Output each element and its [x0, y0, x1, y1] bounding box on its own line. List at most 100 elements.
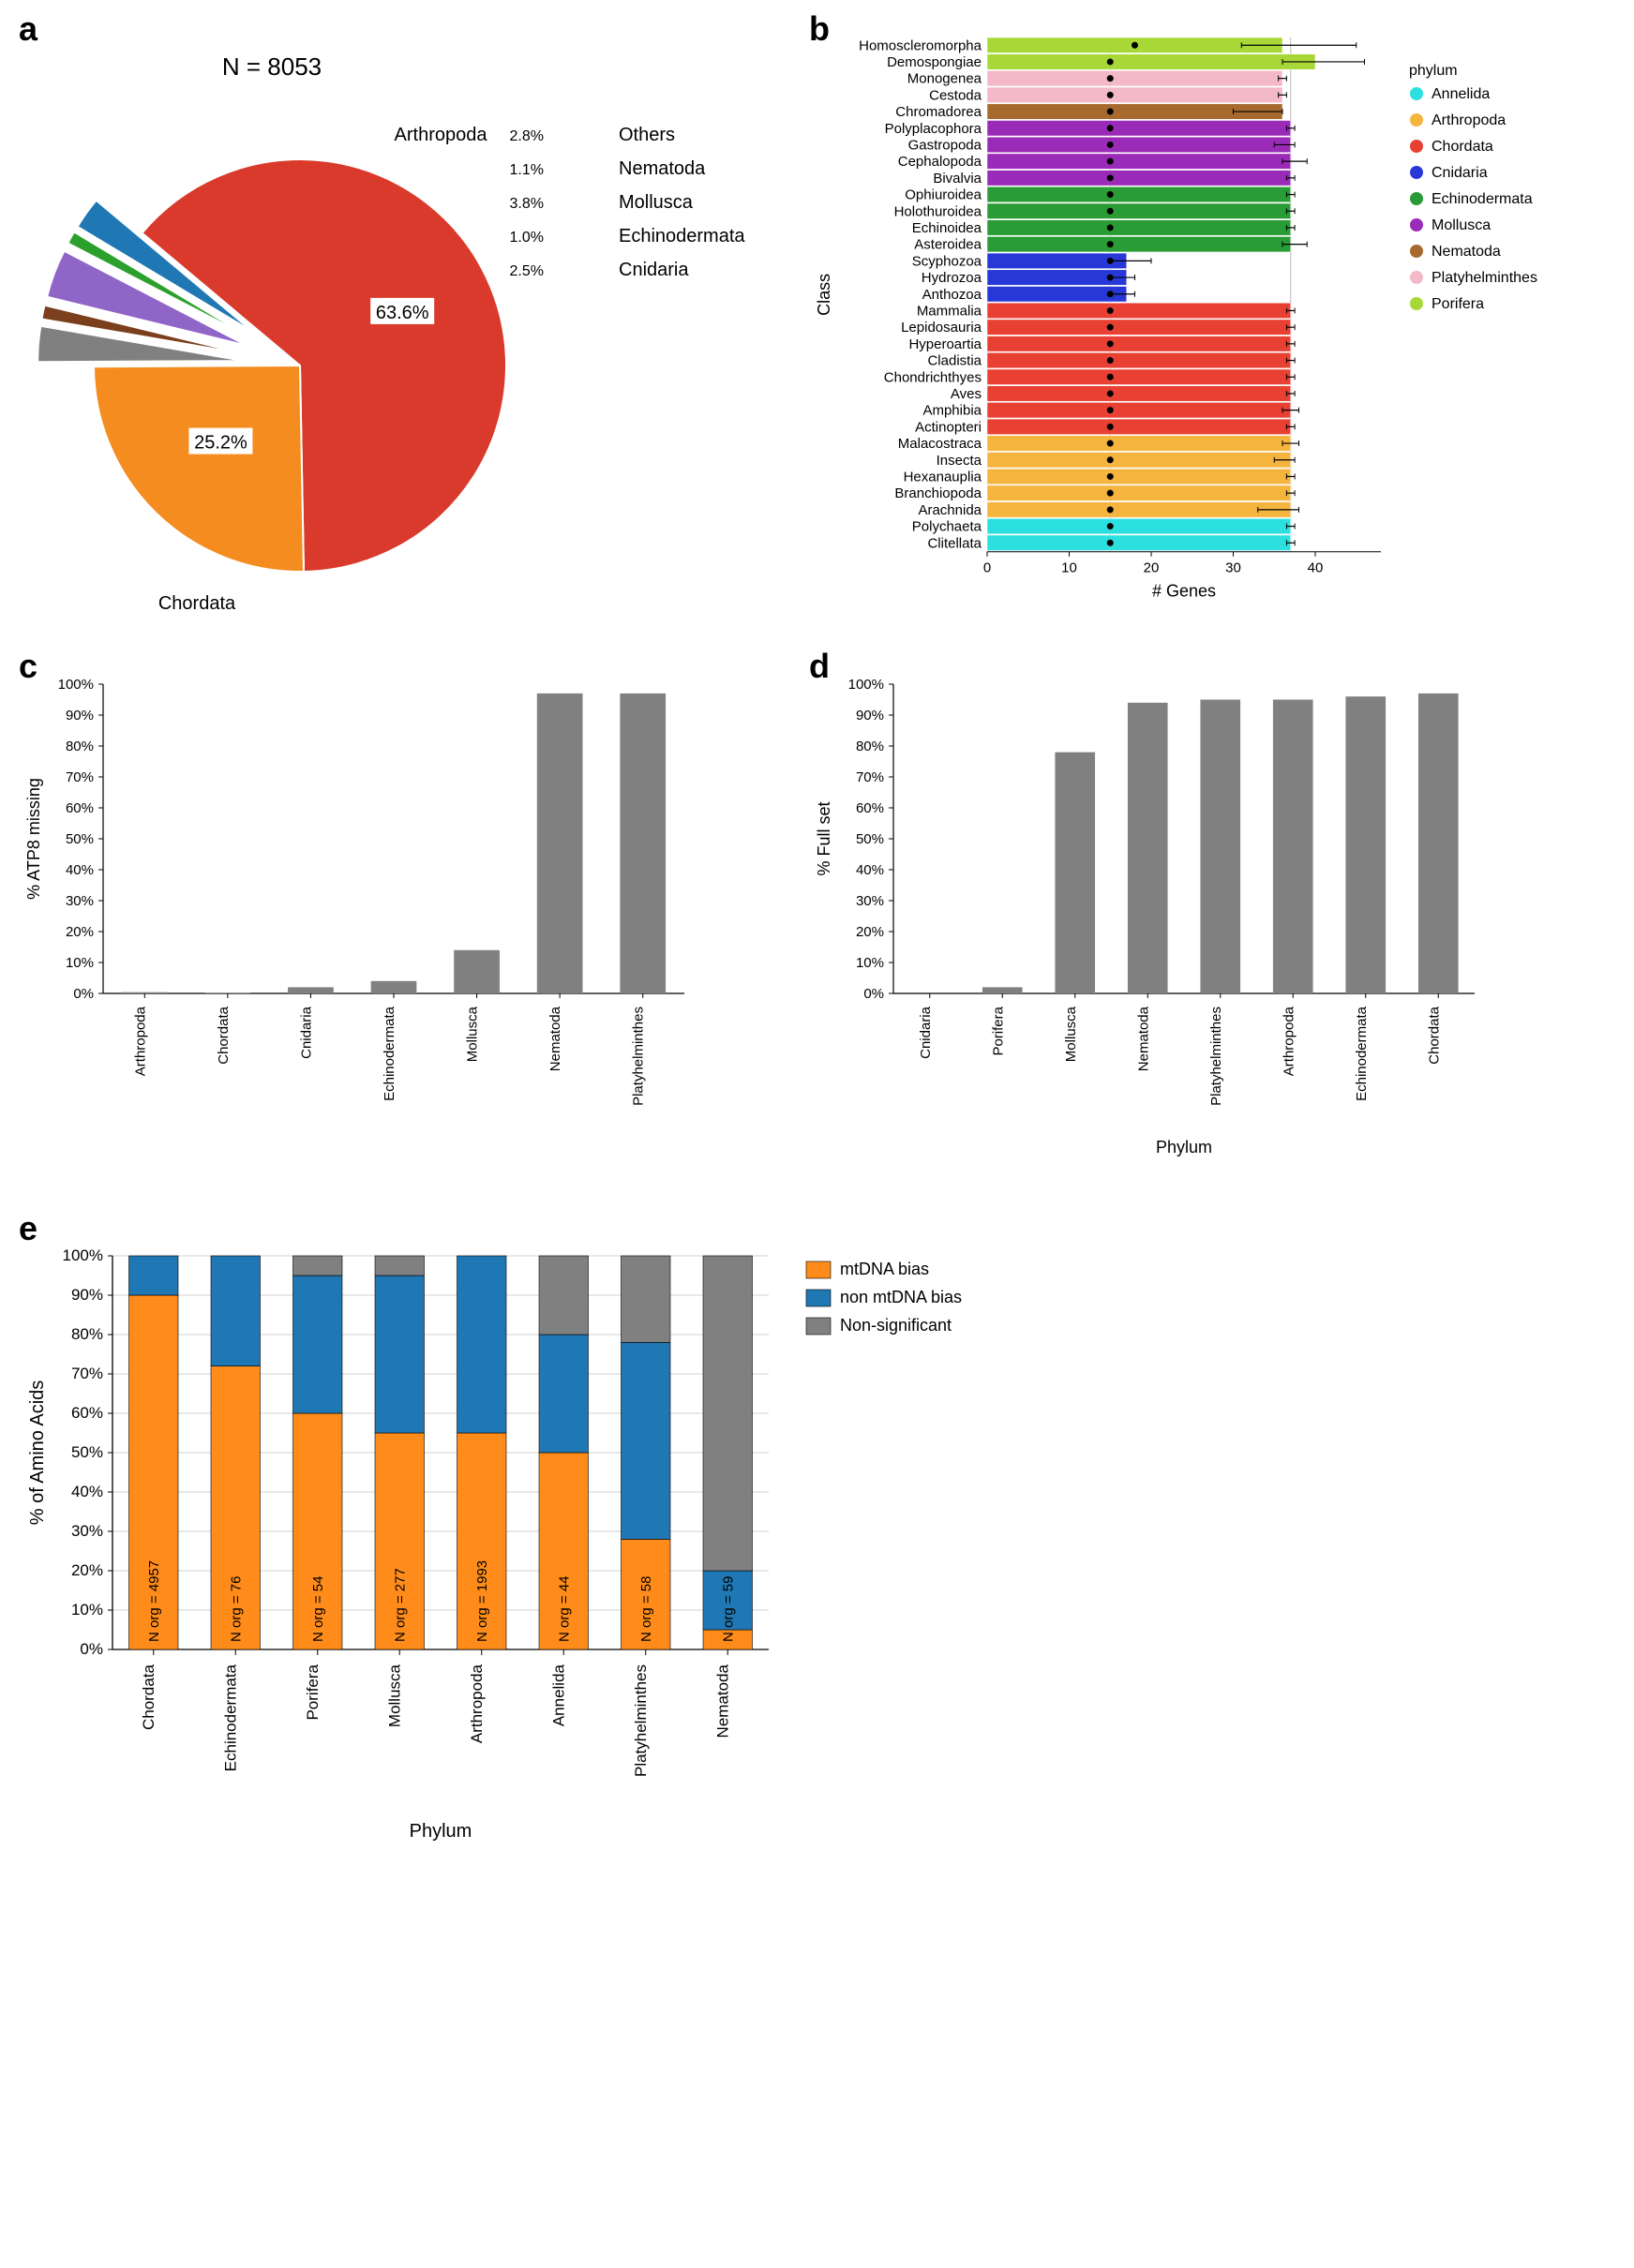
svg-text:non mtDNA bias: non mtDNA bias: [840, 1288, 962, 1306]
svg-text:40%: 40%: [856, 862, 884, 878]
svg-text:10%: 10%: [66, 955, 94, 971]
svg-text:90%: 90%: [66, 708, 94, 724]
svg-text:Others: Others: [619, 125, 675, 145]
svg-text:Arthropoda: Arthropoda: [132, 1006, 148, 1076]
svg-text:Cnidaria: Cnidaria: [918, 1006, 934, 1059]
svg-text:Amphibia: Amphibia: [922, 403, 982, 419]
svg-text:10%: 10%: [71, 1601, 103, 1619]
svg-text:Platyhelminthes: Platyhelminthes: [1208, 1007, 1224, 1106]
pie-chart: N = 805363.6%25.2%ArthropodaChordata2.8%…: [19, 19, 769, 619]
svg-text:N = 8053: N = 8053: [222, 52, 322, 81]
panel-a: a N = 805363.6%25.2%ArthropodaChordata2.…: [19, 19, 772, 619]
svg-text:30%: 30%: [66, 893, 94, 909]
figure: a N = 805363.6%25.2%ArthropodaChordata2.…: [19, 19, 1615, 1856]
panel-b: b HomoscleromorphaDemospongiaeMonogeneaC…: [809, 19, 1615, 619]
svg-text:100%: 100%: [848, 677, 884, 693]
svg-text:Hydrozoa: Hydrozoa: [922, 270, 982, 286]
svg-text:Porifera: Porifera: [990, 1006, 1006, 1055]
svg-text:30%: 30%: [856, 893, 884, 909]
panel-b-label: b: [809, 9, 830, 49]
svg-text:Platyhelminthes: Platyhelminthes: [1432, 270, 1537, 286]
svg-text:Chordata: Chordata: [158, 593, 236, 614]
svg-text:Mollusca: Mollusca: [619, 192, 694, 213]
svg-text:70%: 70%: [71, 1365, 103, 1382]
svg-text:Lepidosauria: Lepidosauria: [901, 320, 982, 336]
svg-text:80%: 80%: [856, 739, 884, 754]
bar-chart-c: 0% 10% 20% 30% 40% 50% 60% 70% 80% 90% 100% Arthrop…: [19, 656, 769, 1181]
svg-text:20: 20: [1144, 560, 1160, 576]
svg-text:30: 30: [1225, 560, 1241, 576]
svg-text:Polyplacophora: Polyplacophora: [885, 121, 982, 137]
svg-text:80%: 80%: [66, 739, 94, 754]
svg-text:70%: 70%: [66, 769, 94, 785]
svg-text:Arthropoda: Arthropoda: [1432, 112, 1506, 128]
svg-text:Echinodermata: Echinodermata: [1354, 1006, 1370, 1101]
svg-text:100%: 100%: [58, 677, 94, 693]
svg-text:Non-significant: Non-significant: [840, 1316, 952, 1335]
svg-text:3.8%: 3.8%: [510, 196, 544, 212]
stacked-bar-chart: 0%10%20%30%40%50%60%70%80%90%100%N org =…: [19, 1218, 1144, 1856]
svg-text:N org = 76: N org = 76: [228, 1576, 244, 1642]
svg-text:Platyhelminthes: Platyhelminthes: [632, 1664, 650, 1777]
svg-text:Cladistia: Cladistia: [927, 353, 982, 369]
svg-text:Nematoda: Nematoda: [713, 1664, 731, 1738]
svg-text:Phylum: Phylum: [1156, 1138, 1212, 1156]
svg-text:Nematoda: Nematoda: [1432, 244, 1501, 260]
svg-text:30%: 30%: [71, 1522, 103, 1540]
svg-text:Aves: Aves: [951, 386, 982, 402]
svg-text:Chondrichthyes: Chondrichthyes: [884, 369, 982, 385]
svg-text:20%: 20%: [856, 924, 884, 940]
svg-text:N org = 44: N org = 44: [556, 1576, 572, 1642]
svg-text:Annelida: Annelida: [1432, 86, 1490, 102]
panel-d: d 0%10%20%30%40%50%60%70%80%90%100%Cnida…: [809, 656, 1615, 1181]
svg-text:40%: 40%: [66, 862, 94, 878]
svg-text:40: 40: [1308, 560, 1324, 576]
svg-text:25.2%: 25.2%: [194, 433, 247, 454]
svg-text:Mollusca: Mollusca: [1432, 217, 1491, 233]
svg-text:Cephalopoda: Cephalopoda: [898, 154, 982, 170]
svg-text:0: 0: [983, 560, 991, 576]
svg-text:Porifera: Porifera: [1432, 296, 1484, 312]
svg-text:60%: 60%: [856, 800, 884, 816]
svg-text:Chordata: Chordata: [216, 1006, 232, 1064]
panel-a-label: a: [19, 9, 37, 49]
svg-text:Arthropoda: Arthropoda: [395, 125, 488, 145]
svg-text:Branchiopoda: Branchiopoda: [894, 485, 982, 501]
svg-text:1.1%: 1.1%: [510, 162, 544, 178]
svg-text:40%: 40%: [71, 1483, 103, 1500]
svg-text:Chordata: Chordata: [1432, 139, 1493, 155]
svg-text:63.6%: 63.6%: [376, 303, 429, 323]
svg-text:Insecta: Insecta: [937, 453, 982, 469]
svg-text:Echinodermata: Echinodermata: [382, 1006, 397, 1101]
svg-text:50%: 50%: [66, 831, 94, 847]
svg-text:60%: 60%: [66, 800, 94, 816]
svg-text:90%: 90%: [856, 708, 884, 724]
panel-e-label: e: [19, 1209, 37, 1248]
svg-text:Clitellata: Clitellata: [927, 535, 982, 551]
svg-text:Hexanauplia: Hexanauplia: [904, 469, 982, 485]
svg-text:Scyphozoa: Scyphozoa: [912, 253, 982, 269]
svg-text:mtDNA bias: mtDNA bias: [840, 1260, 929, 1278]
svg-text:Mollusca: Mollusca: [1063, 1006, 1079, 1062]
svg-text:1.0%: 1.0%: [510, 230, 544, 246]
panel-e: e 0%10%20%30%40%50%60%70%80%90%100%N org…: [19, 1218, 1615, 1856]
svg-text:Mammalia: Mammalia: [917, 303, 982, 319]
svg-text:Porifera: Porifera: [304, 1664, 322, 1720]
svg-text:2.5%: 2.5%: [510, 263, 544, 279]
svg-text:Platyhelminthes: Platyhelminthes: [631, 1007, 647, 1106]
svg-text:% Full set: % Full set: [815, 801, 833, 875]
svg-text:N org = 54: N org = 54: [310, 1576, 326, 1642]
svg-text:phylum: phylum: [1409, 63, 1458, 79]
svg-text:Holothuroidea: Holothuroidea: [894, 203, 982, 219]
svg-text:20%: 20%: [66, 924, 94, 940]
svg-text:Asteroidea: Asteroidea: [914, 237, 982, 253]
svg-text:70%: 70%: [856, 769, 884, 785]
svg-text:0%: 0%: [73, 986, 94, 1002]
svg-text:# Genes: # Genes: [1152, 582, 1216, 601]
svg-text:Class: Class: [815, 274, 833, 316]
svg-text:80%: 80%: [71, 1325, 103, 1343]
svg-text:Echinodermata: Echinodermata: [1432, 191, 1533, 207]
svg-text:Anthozoa: Anthozoa: [922, 287, 982, 303]
svg-text:Phylum: Phylum: [410, 1821, 472, 1842]
svg-text:20%: 20%: [71, 1561, 103, 1579]
